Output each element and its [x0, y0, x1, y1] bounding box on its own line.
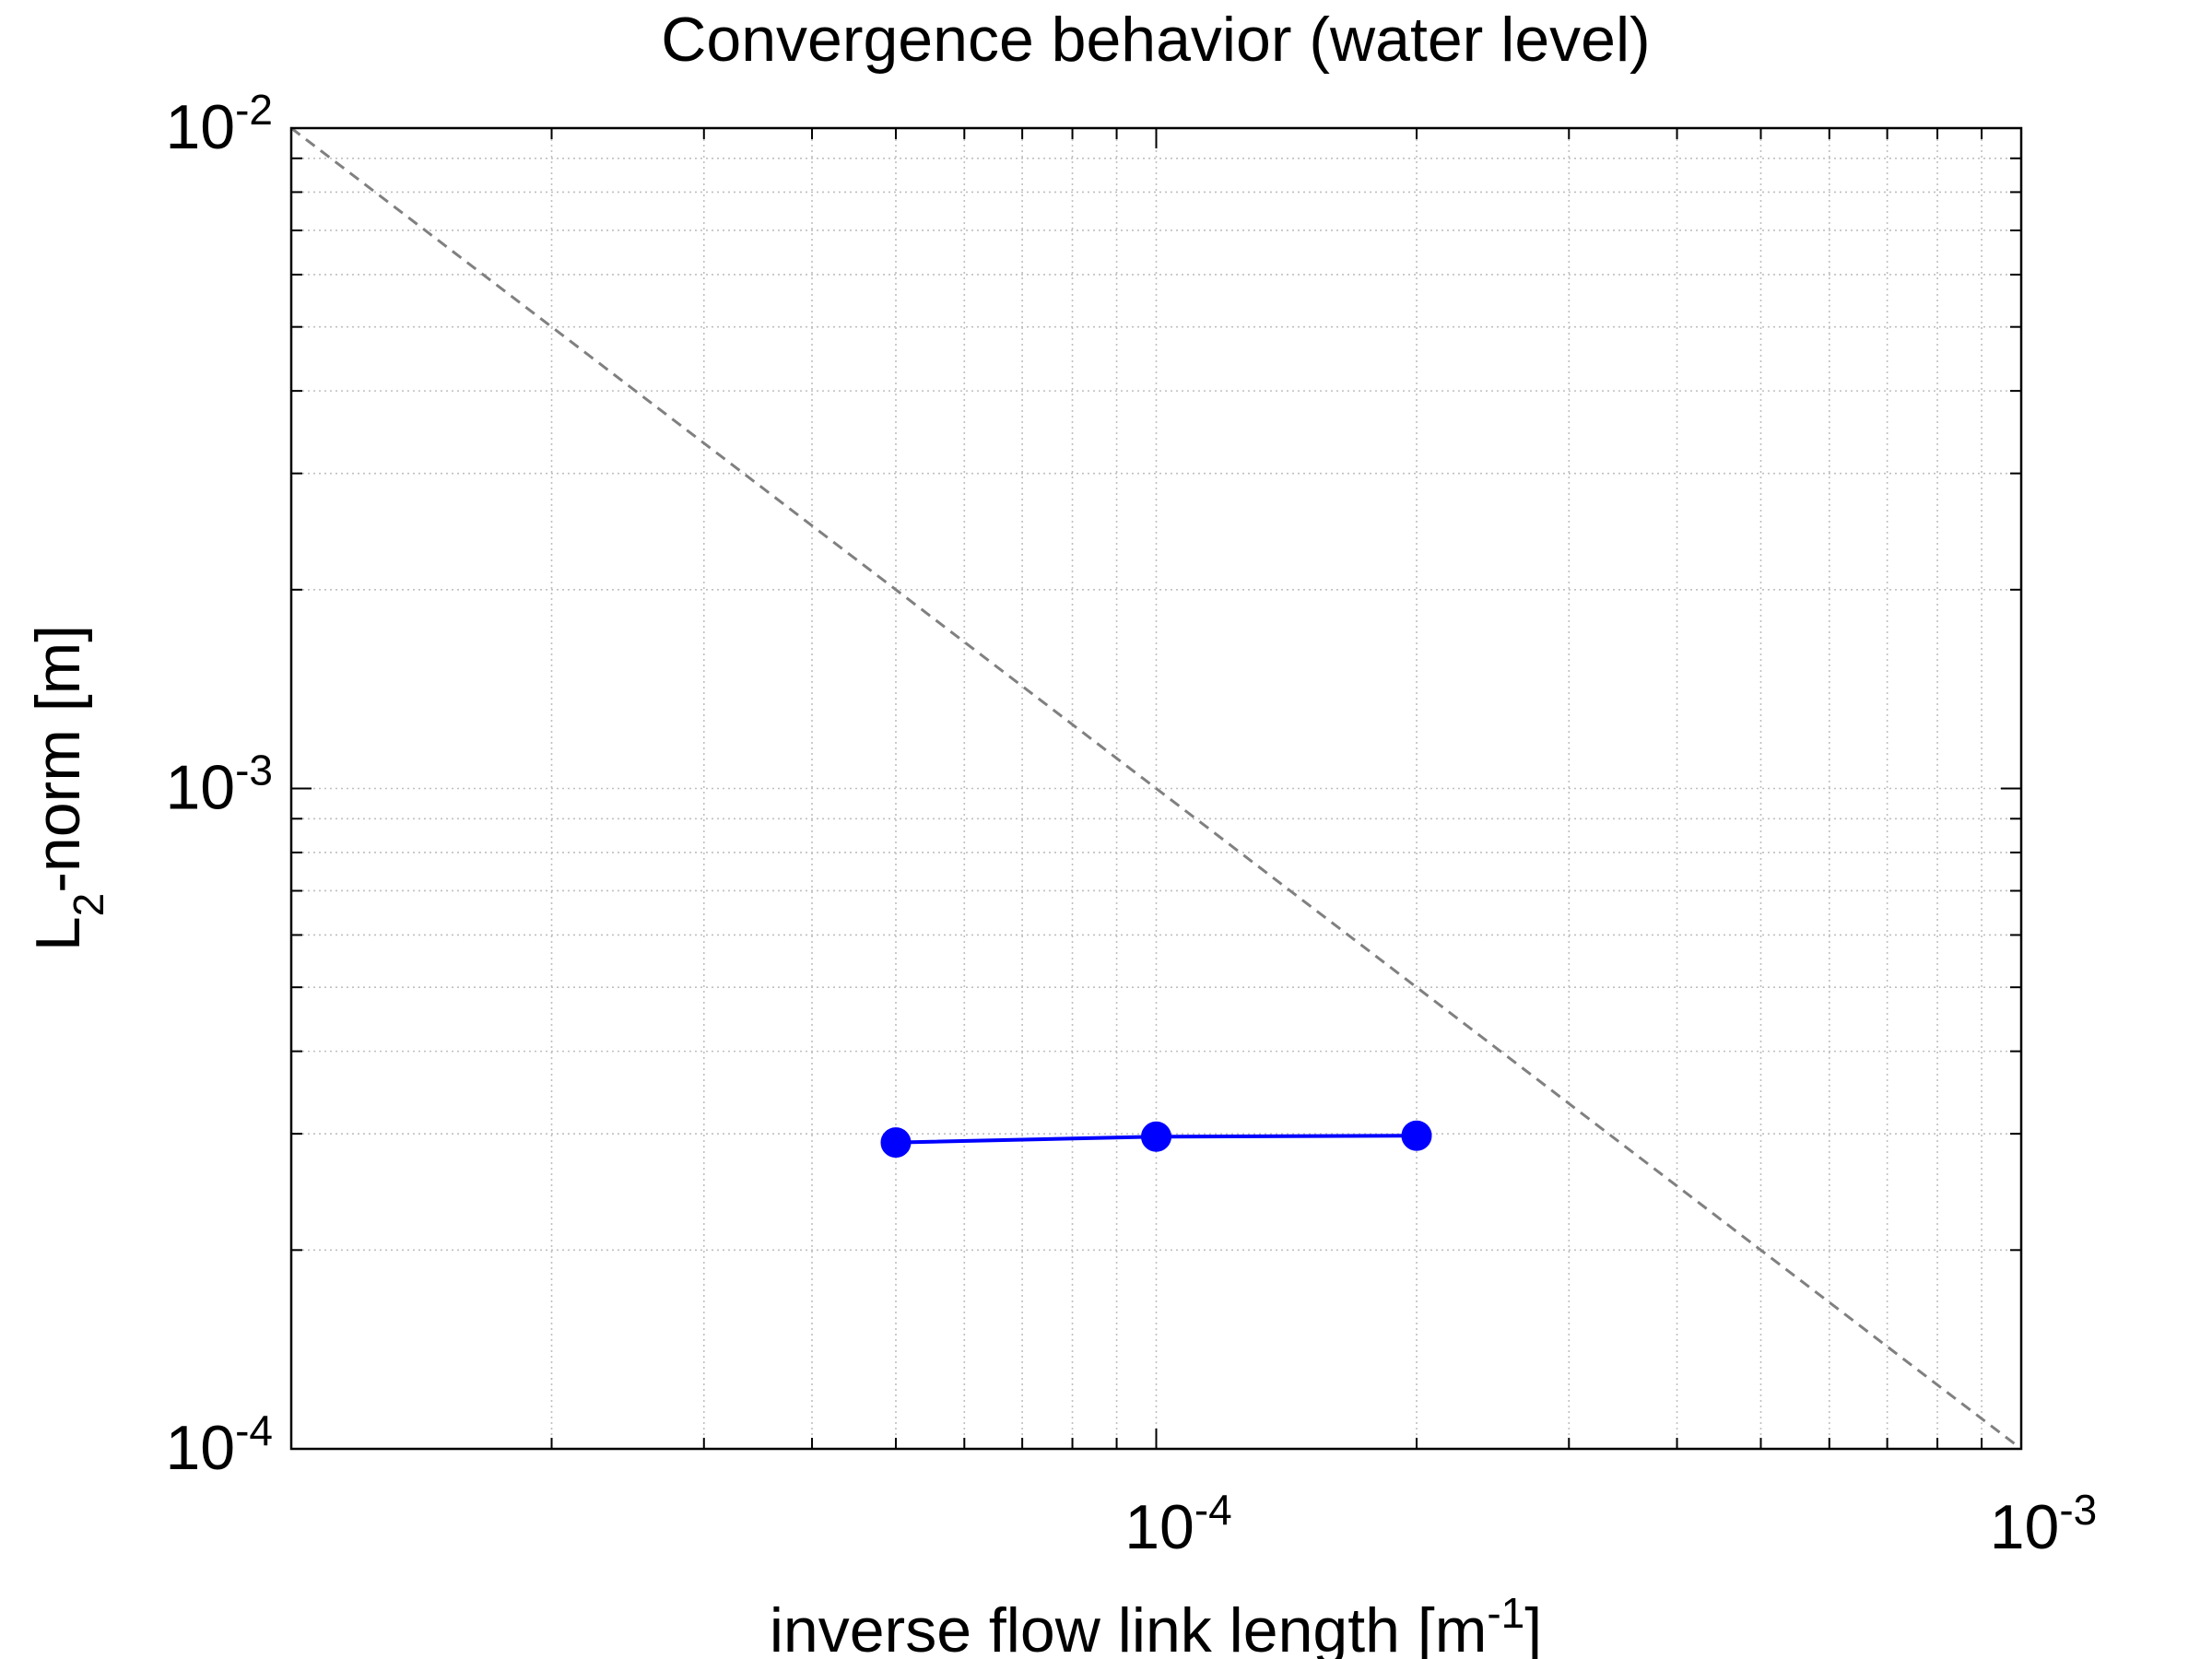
y-axis-label: L2-norm [m]: [23, 625, 112, 951]
x-axis-label: inverse flow link length [m-1]: [770, 1589, 1542, 1659]
x-tick-label: 10-3: [1990, 1486, 2098, 1562]
y-tick-label: 10-4: [165, 1406, 273, 1483]
x-tick-label: 10-4: [1124, 1486, 1232, 1562]
l2-norm-data-point: [880, 1127, 912, 1159]
l2-norm-data-point: [1401, 1120, 1432, 1151]
plot-frame: [289, 126, 2023, 1451]
tick-labels: 10-4 10-3 10-4 10-3 10-2: [165, 86, 2097, 1562]
l2-norm-data-point: [1141, 1121, 1171, 1152]
series-group: [290, 126, 2022, 1451]
y-tick-label: 10-2: [165, 86, 273, 162]
chart-title: Convergence behavior (water level): [661, 5, 1650, 75]
y-tick-label: 10-3: [165, 747, 273, 823]
grid-lines: [291, 128, 2021, 1449]
reference-slope-line: [290, 126, 2022, 1451]
tick-marks: [291, 128, 2021, 1449]
